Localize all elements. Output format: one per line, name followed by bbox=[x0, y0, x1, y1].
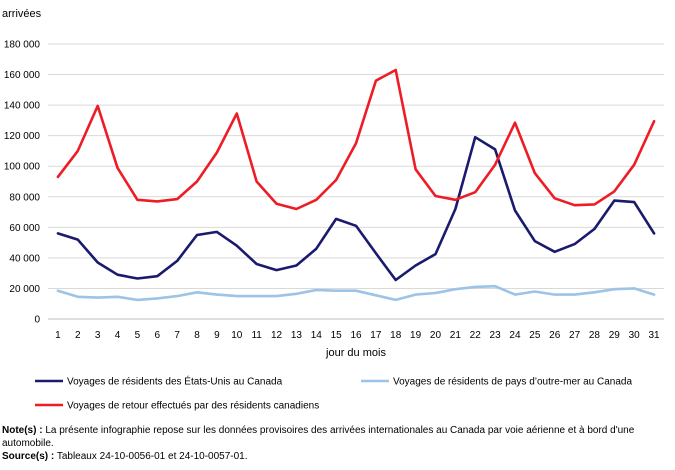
series-line-2 bbox=[56, 284, 656, 302]
y-tick-labels: 0 20 000 40 000 60 000 80 000 100 000 120 000 1… bbox=[4, 40, 41, 326]
x-tick-label: 31 bbox=[649, 330, 661, 341]
source-label: Source(s) : bbox=[2, 451, 55, 462]
series-line-1 bbox=[56, 135, 656, 282]
y-tick-label: 0 bbox=[34, 315, 40, 326]
x-tick-label: 25 bbox=[529, 330, 541, 341]
x-tick-label: 10 bbox=[231, 330, 243, 341]
x-tick-label: 5 bbox=[135, 330, 141, 341]
source-line: Source(s) : Tableaux 24-10-0056-01 et 24… bbox=[2, 450, 674, 463]
y-tick-label: 80 000 bbox=[9, 192, 40, 203]
note-label: Note(s) : bbox=[2, 425, 43, 436]
footnotes: Note(s) : La présente infographie repose… bbox=[2, 424, 674, 463]
y-tick-label: 20 000 bbox=[9, 284, 40, 295]
y-tick-label: 40 000 bbox=[9, 253, 40, 264]
y-tick-label: 160 000 bbox=[4, 70, 41, 81]
x-tick-label: 17 bbox=[370, 330, 382, 341]
x-tick-labels: 1 2 3 4 5 6 7 8 9 10 11 12 13 14 15 16 17 18 19 20 21 22 23 24 2… bbox=[55, 330, 660, 341]
x-tick-label: 19 bbox=[410, 330, 422, 341]
y-tick-label: 140 000 bbox=[4, 101, 41, 112]
note-text: La présente infographie repose sur les d… bbox=[2, 425, 635, 449]
x-tick-label: 12 bbox=[271, 330, 283, 341]
series-lines bbox=[56, 68, 656, 302]
y-tick-label: 100 000 bbox=[4, 162, 41, 173]
x-tick-label: 11 bbox=[251, 330, 262, 341]
source-text: Tableaux 24-10-0056-01 et 24-10-0057-01. bbox=[54, 451, 248, 462]
x-tick-label: 7 bbox=[174, 330, 180, 341]
x-tick-label: 1 bbox=[55, 330, 61, 341]
y-tick-label: 180 000 bbox=[4, 40, 41, 51]
note-line: Note(s) : La présente infographie repose… bbox=[2, 424, 674, 450]
x-tick-label: 6 bbox=[155, 330, 161, 341]
x-tick-label: 29 bbox=[609, 330, 621, 341]
x-tick-label: 28 bbox=[589, 330, 601, 341]
legend-label: Voyages de résidents de pays d’outre-mer… bbox=[393, 377, 632, 388]
y-axis-title: arrivées bbox=[2, 8, 42, 20]
x-tick-label: 16 bbox=[350, 330, 362, 341]
x-tick-label: 13 bbox=[291, 330, 303, 341]
x-tick-label: 22 bbox=[470, 330, 482, 341]
x-tick-label: 24 bbox=[509, 330, 521, 341]
x-tick-label: 2 bbox=[75, 330, 81, 341]
series-line-3 bbox=[56, 68, 656, 211]
y-tick-label: 60 000 bbox=[9, 223, 40, 234]
x-tick-label: 4 bbox=[115, 330, 121, 341]
x-tick-label: 23 bbox=[490, 330, 502, 341]
x-tick-label: 21 bbox=[450, 330, 462, 341]
x-tick-label: 20 bbox=[430, 330, 442, 341]
line-chart: arrivées 0 20 000 40 000 60 000 80 000 100 00… bbox=[2, 8, 664, 412]
x-tick-label: 3 bbox=[95, 330, 101, 341]
gridlines bbox=[48, 43, 664, 320]
x-axis-title: jour du mois bbox=[325, 347, 386, 359]
legend: Voyages de résidents des États-Unis au C… bbox=[35, 375, 632, 412]
x-tick-label: 15 bbox=[331, 330, 343, 341]
x-tick-label: 18 bbox=[390, 330, 402, 341]
legend-label: Voyages de résidents des États-Unis au C… bbox=[67, 375, 283, 388]
x-tick-label: 9 bbox=[214, 330, 220, 341]
x-tick-label: 27 bbox=[569, 330, 581, 341]
x-tick-label: 26 bbox=[549, 330, 561, 341]
x-tick-label: 8 bbox=[194, 330, 200, 341]
x-tick-label: 14 bbox=[311, 330, 323, 341]
y-tick-label: 120 000 bbox=[4, 131, 41, 142]
legend-label: Voyages de retour effectués par des rési… bbox=[67, 401, 319, 412]
x-tick-label: 30 bbox=[629, 330, 641, 341]
